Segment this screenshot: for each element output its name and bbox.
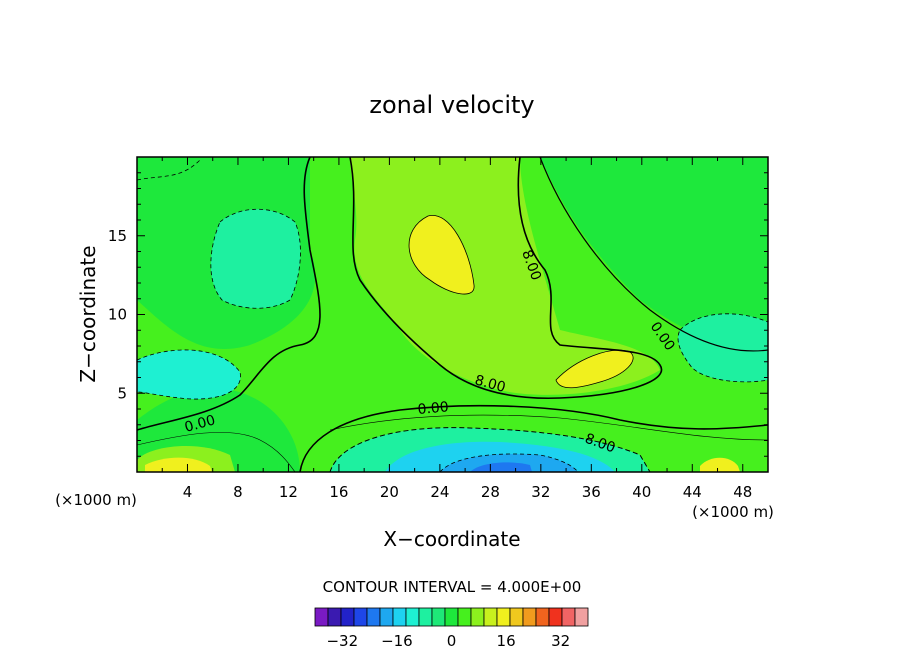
colorbar-tick-label: 16	[497, 632, 516, 650]
contour-label: 0.00	[183, 412, 217, 436]
x-tick-label: 32	[531, 483, 550, 501]
colorbar-cell	[418, 607, 433, 627]
contour-interval-label: CONTOUR INTERVAL = 4.000E+00	[323, 578, 582, 596]
colorbar-tick-label: −16	[381, 632, 413, 650]
contour-line-eight-right	[539, 157, 768, 352]
colorbar-cell	[509, 607, 524, 627]
colorbar-cell	[314, 607, 329, 627]
x-unit-left: (×1000 m)	[55, 491, 137, 509]
colorbar-cell	[574, 607, 589, 627]
contour-line-thin-left	[137, 432, 296, 472]
colorbar-cell	[470, 607, 485, 627]
colorbar-cell	[379, 607, 394, 627]
y-tick-label: 15	[108, 227, 127, 245]
x-unit-right: (×1000 m)	[692, 503, 774, 521]
colorbar-cell	[431, 607, 446, 627]
y-tick-label: 5	[117, 384, 127, 402]
colorbar-cell	[444, 607, 459, 627]
x-tick-label: 28	[481, 483, 500, 501]
x-tick-label: 24	[430, 483, 449, 501]
colorbar	[314, 607, 589, 627]
colorbar-cell	[548, 607, 563, 627]
x-tick-label: 12	[279, 483, 298, 501]
colorbar-cell	[405, 607, 420, 627]
colorbar-cell	[522, 607, 537, 627]
contour-labels: 8.00 0.00 8.00 0.00 0.00 8.00	[183, 248, 678, 457]
y-tick-label: 10	[108, 306, 127, 324]
contour-label: 0.00	[417, 399, 449, 418]
contour-line-zero-left	[137, 157, 321, 431]
plot-area	[137, 157, 768, 472]
field-max-core-bottom-right	[700, 457, 740, 472]
colorbar-cell	[340, 607, 355, 627]
x-tick-label: 36	[582, 483, 601, 501]
x-axis-label: X−coordinate	[383, 527, 520, 551]
colorbar-cell	[535, 607, 550, 627]
colorbar-cell	[366, 607, 381, 627]
contour-label: 8.00	[473, 372, 507, 396]
x-tick-label: 48	[733, 483, 752, 501]
chart-title: zonal velocity	[369, 91, 534, 119]
colorbar-cell	[483, 607, 498, 627]
colorbar-cell	[496, 607, 511, 627]
contour-line-eight-center	[349, 157, 663, 400]
x-axis: 4 8 12 16 20 24 28 32 36 40 44 48	[161, 157, 752, 501]
field-min-region-right	[677, 313, 768, 383]
x-tick-label: 20	[380, 483, 399, 501]
x-tick-label: 4	[183, 483, 193, 501]
x-tick-label: 44	[683, 483, 702, 501]
field-max-core-right	[555, 349, 634, 389]
x-tick-label: 40	[632, 483, 651, 501]
colorbar-cell	[327, 607, 342, 627]
x-tick-label: 16	[329, 483, 348, 501]
colorbar-cell	[353, 607, 368, 627]
y-axis-label: Z−coordinate	[76, 245, 100, 382]
contour-line-thin-bottom	[329, 414, 768, 441]
colorbar-tick-label: −32	[326, 632, 358, 650]
field-min-region-left	[137, 349, 241, 400]
colorbar-ticks: −32 −16 0 16 32	[326, 632, 570, 650]
field-min-region-upper-left	[210, 208, 301, 309]
colorbar-tick-label: 32	[551, 632, 570, 650]
y-axis: 5 10 15	[108, 172, 768, 457]
field-max-core-upper	[408, 215, 475, 295]
colorbar-cell	[561, 607, 576, 627]
x-tick-label: 8	[233, 483, 243, 501]
colorbar-tick-label: 0	[447, 632, 457, 650]
colorbar-cell	[392, 607, 407, 627]
colorbar-cell	[457, 607, 472, 627]
field-min-region-bottom-deep	[470, 462, 532, 472]
